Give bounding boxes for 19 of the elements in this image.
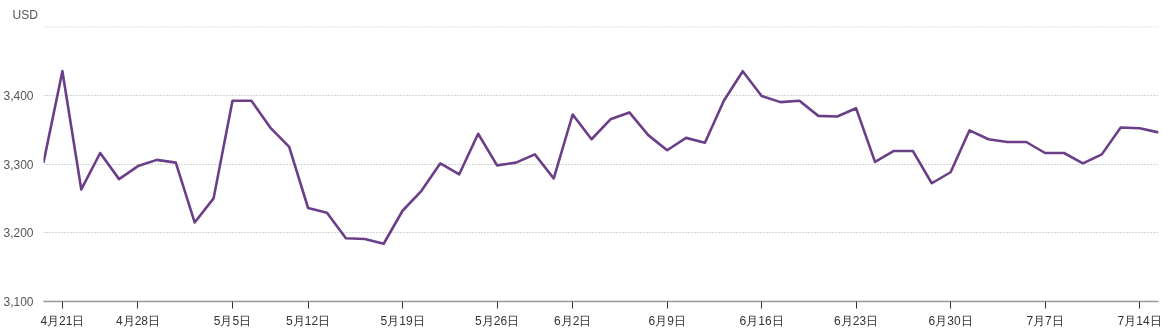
x-tick-label: 6月9日 — [648, 313, 686, 328]
x-tick-label: 5月5日 — [213, 313, 252, 328]
x-tick-label: 5月19日 — [380, 313, 425, 328]
x-tick-label: 7月14日 — [1117, 313, 1162, 328]
x-tick-label: 6月23日 — [834, 313, 879, 328]
y-tick-label: 3,300 — [3, 157, 34, 172]
x-tick-label: 5月26日 — [475, 313, 520, 328]
x-tick-label: 6月2日 — [553, 313, 592, 328]
x-tick-label: 4月28日 — [115, 313, 161, 328]
x-tick-label: 6月30日 — [928, 313, 973, 328]
line-series — [43, 69, 1159, 246]
y-tick-label: 3,400 — [3, 88, 34, 103]
x-tick-label: 5月12日 — [286, 313, 331, 328]
y-tick-label: 3,200 — [3, 226, 34, 241]
x-tick-label: 4月21日 — [40, 313, 85, 328]
y-axis-title: USD — [12, 7, 39, 22]
x-tick-label: 7月7日 — [1026, 313, 1064, 328]
y-tick-label: 3,100 — [3, 295, 34, 309]
x-tick-label: 6月16日 — [739, 313, 784, 328]
